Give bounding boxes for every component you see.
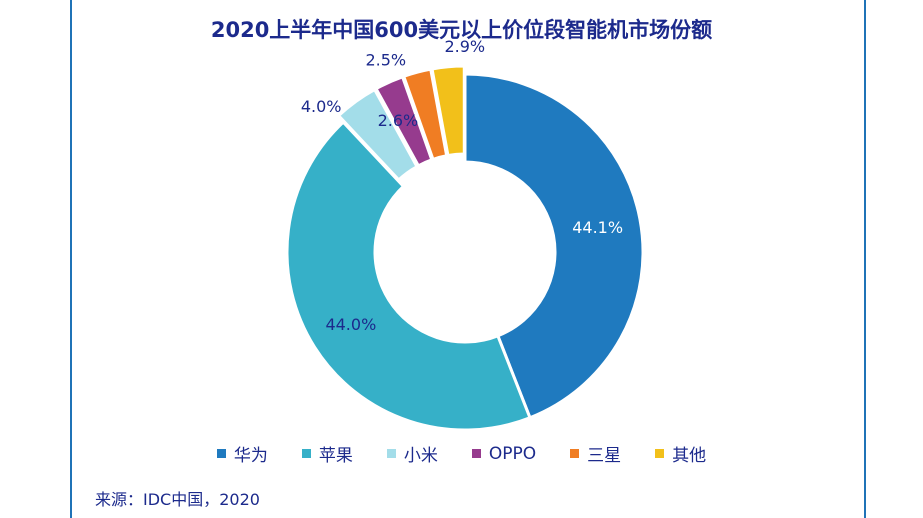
legend-swatch [386,449,396,458]
legend-swatch [301,449,311,458]
legend-swatch [570,449,580,458]
slice-apple [285,120,532,432]
legend-label: 小米 [403,446,438,466]
legend-swatch [216,449,226,458]
label-samsung: 2.5% [365,51,406,70]
label-huawei: 44.1% [572,218,623,237]
legend-item: OPPO [471,441,537,466]
label-apple: 44.0% [325,315,376,334]
legend-item: 小米 [386,441,438,466]
label-oppo: 2.6% [378,111,419,130]
legend-label: 苹果 [318,446,353,466]
chart-title: 2020上半年中国600美元以上价位段智能机市场份额 [210,18,713,42]
label-xiaomi: 4.0% [301,97,342,116]
legend-swatch [471,449,481,458]
legend-item: 三星 [570,441,621,466]
slice-xiaomi [336,87,420,182]
slice-huawei [463,72,645,420]
slice-other [430,64,466,158]
legend-label: 其他 [672,446,707,466]
legend-label: 三星 [587,446,622,466]
legend: 华为 苹果 小米 OPPO 三星 其他 [0,441,923,466]
legend-item: 苹果 [301,441,353,466]
legend-item: 华为 [216,441,268,466]
legend-item: 其他 [655,441,706,466]
legend-swatch [655,449,665,458]
legend-label: 华为 [233,446,268,466]
source-note: 来源：IDC中国，2020 [95,490,260,509]
legend-label: OPPO [488,443,537,464]
label-other: 2.9% [444,37,485,56]
